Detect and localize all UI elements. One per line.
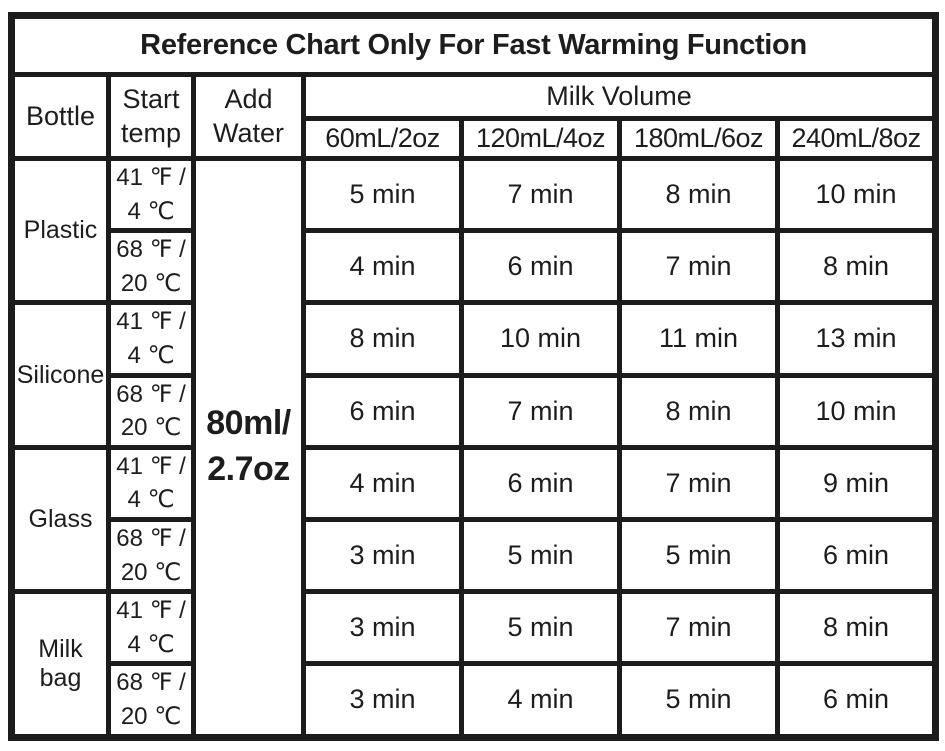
bottle-cell-silicone: Silicone — [9, 300, 111, 450]
temp-fahrenheit: 41 ℉ / — [116, 308, 186, 336]
temp-cell: 41 ℉ / 4 ℃ — [106, 589, 196, 667]
add-water-ml: 80ml/ — [206, 404, 291, 443]
header-milk-volume: Milk Volume — [300, 72, 939, 121]
header-volume-240ml: 240mL/8oz — [774, 116, 939, 161]
time-cell: 3 min — [301, 661, 464, 740]
time-cell: 10 min — [774, 372, 939, 450]
header-bottle: Bottle — [9, 72, 111, 161]
header-row-1: Bottle Start temp Add Water Milk Volume — [9, 72, 939, 161]
temp-fahrenheit: 68 ℉ / — [116, 524, 186, 552]
temp-cell: 68 ℉ / 20 ℃ — [106, 661, 196, 740]
title-row: Reference Chart Only For Fast Warming Fu… — [8, 13, 939, 77]
temp-fahrenheit: 41 ℉ / — [116, 164, 186, 191]
temp-celsius: 20 ℃ — [120, 269, 182, 297]
table-row-plastic-cold: Plastic 41 ℉ / 4 ℃ 80ml/ 2.7oz 5 min 7 m… — [9, 155, 939, 740]
bottle-cell-milk-bag: Milk bag — [9, 589, 111, 740]
reference-chart-table: Reference Chart Only For Fast Warming Fu… — [8, 12, 940, 741]
temp-fahrenheit: 68 ℉ / — [116, 669, 186, 697]
time-cell: 3 min — [301, 516, 464, 595]
temp-cell: 68 ℉ / 20 ℃ — [106, 372, 196, 450]
add-water-value-cell: 80ml/ 2.7oz — [191, 156, 306, 740]
time-cell: 8 min — [774, 228, 939, 306]
time-cell: 5 min — [617, 661, 780, 740]
header-row-2: 60mL/2oz 120mL/4oz 180mL/6oz 240mL/8oz — [12, 116, 939, 161]
time-cell: 5 min — [459, 516, 622, 595]
header-volume-120ml: 120mL/4oz — [459, 116, 622, 161]
header-volume-60ml: 60mL/2oz — [301, 116, 464, 161]
time-cell: 7 min — [459, 372, 622, 450]
temp-celsius: 4 ℃ — [127, 486, 175, 514]
time-cell: 6 min — [459, 444, 622, 522]
temp-cell: 68 ℉ / 20 ℃ — [106, 516, 196, 595]
header-add-water: Add Water — [191, 72, 306, 161]
time-cell: 10 min — [774, 155, 939, 234]
temp-cell: 41 ℉ / 4 ℃ — [106, 155, 196, 234]
table-row-milkbag-warm: 68 ℉ / 20 ℃ 3 min 4 min 5 min 6 min — [12, 661, 939, 740]
table-row-glass-cold: Glass 41 ℉ / 4 ℃ 4 min 6 min 7 min 9 min — [9, 444, 939, 595]
table-row-glass-warm: 68 ℉ / 20 ℃ 3 min 5 min 5 min 6 min — [12, 516, 939, 595]
time-cell: 4 min — [301, 444, 464, 522]
temp-fahrenheit: 68 ℉ / — [116, 236, 186, 264]
temp-fahrenheit: 68 ℉ / — [116, 380, 186, 408]
time-cell: 9 min — [774, 444, 939, 522]
time-cell: 5 min — [301, 155, 464, 234]
time-cell: 7 min — [459, 155, 622, 234]
table-row-silicone-cold: Silicone 41 ℉ / 4 ℃ 8 min 10 min 11 min … — [9, 300, 939, 450]
time-cell: 7 min — [617, 228, 780, 306]
temp-cell: 41 ℉ / 4 ℃ — [106, 444, 196, 522]
temp-celsius: 4 ℃ — [127, 341, 175, 369]
time-cell: 6 min — [774, 516, 939, 595]
time-cell: 6 min — [774, 661, 939, 740]
time-cell: 7 min — [617, 589, 780, 667]
table-row-milkbag-cold: Milk bag 41 ℉ / 4 ℃ 3 min 5 min 7 min 8 … — [9, 589, 939, 740]
time-cell: 4 min — [301, 228, 464, 306]
header-volume-180ml: 180mL/6oz — [617, 116, 780, 161]
temp-fahrenheit: 41 ℉ / — [116, 597, 186, 625]
time-cell: 8 min — [301, 300, 464, 378]
temp-celsius: 20 ℃ — [120, 702, 182, 730]
table-row-plastic-warm: 68 ℉ / 20 ℃ 4 min 6 min 7 min 8 min — [12, 228, 939, 306]
bottle-cell-glass: Glass — [9, 444, 111, 595]
time-cell: 13 min — [774, 300, 939, 378]
time-cell: 6 min — [301, 372, 464, 450]
time-cell: 8 min — [617, 155, 780, 234]
temp-celsius: 4 ℃ — [127, 197, 175, 225]
temp-celsius: 20 ℃ — [120, 558, 182, 586]
header-start-temp: Start temp — [106, 72, 196, 161]
table-row-silicone-warm: 68 ℉ / 20 ℃ 6 min 7 min 8 min 10 min — [12, 372, 939, 450]
time-cell: 5 min — [617, 516, 780, 595]
time-cell: 8 min — [617, 372, 780, 450]
temp-fahrenheit: 41 ℉ / — [116, 452, 186, 480]
time-cell: 10 min — [459, 300, 622, 378]
time-cell: 8 min — [774, 589, 939, 667]
temp-celsius: 4 ℃ — [127, 630, 175, 658]
temp-celsius: 20 ℃ — [120, 414, 182, 442]
time-cell: 6 min — [459, 228, 622, 306]
temp-cell: 41 ℉ / 4 ℃ — [106, 300, 196, 378]
time-cell: 7 min — [617, 444, 780, 522]
bottle-cell-plastic: Plastic — [9, 155, 111, 306]
add-water-oz: 2.7oz — [207, 450, 290, 489]
time-cell: 5 min — [459, 589, 622, 667]
time-cell: 11 min — [617, 300, 780, 378]
time-cell: 4 min — [459, 661, 622, 740]
time-cell: 3 min — [301, 589, 464, 667]
temp-cell: 68 ℉ / 20 ℃ — [106, 228, 196, 306]
chart-title: Reference Chart Only For Fast Warming Fu… — [8, 13, 939, 77]
